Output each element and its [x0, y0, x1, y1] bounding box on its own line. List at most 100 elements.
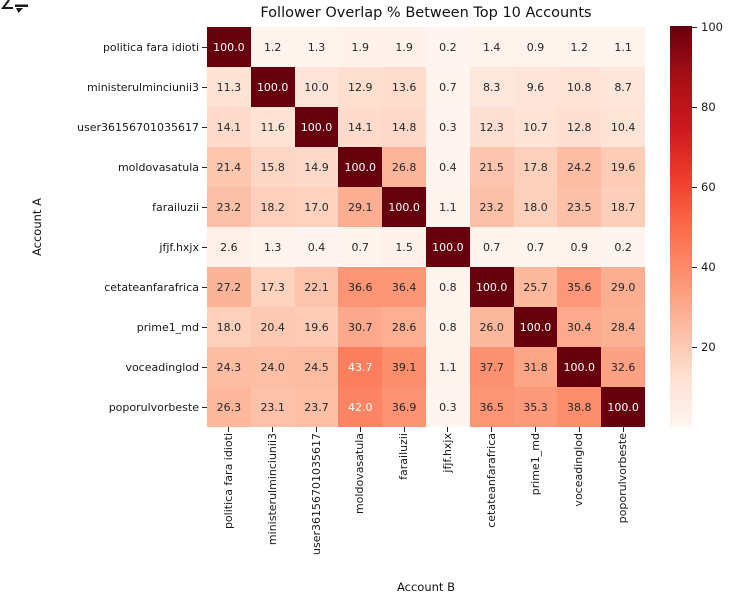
heatmap-cell: 100.0: [338, 147, 383, 187]
x-axis-label: Account B: [397, 580, 455, 594]
x-tick-label: user36156701035617: [309, 433, 323, 555]
heatmap-cell: 39.1: [382, 347, 426, 387]
x-tick-mark: [535, 427, 536, 432]
heatmap-cell: 1.1: [425, 187, 470, 227]
heatmap-cell: 0.7: [513, 227, 558, 267]
heatmap-cell: 26.0: [469, 307, 514, 347]
heatmap-cell: 17.0: [294, 187, 339, 227]
heatmap-grid: 100.0 1.2 1.3 1.9 1.9 0.2 1.4 0.9 1.2 1.1 11.3 100.…: [207, 27, 645, 427]
heatmap-cell: 36.9: [382, 387, 426, 427]
y-tick-mark: [202, 87, 207, 88]
heatmap-cell: 100.0: [382, 187, 426, 227]
heatmap-cell: 23.2: [469, 187, 514, 227]
heatmap-cell: 11.6: [250, 107, 295, 147]
heatmap-cell: 12.8: [557, 107, 602, 147]
heatmap-cell: 17.8: [513, 147, 558, 187]
heatmap-cell: 0.3: [425, 387, 470, 427]
heatmap-cell: 10.0: [294, 67, 339, 107]
heatmap-cell: 17.3: [250, 267, 295, 307]
heatmap-cell: 15.8: [250, 147, 295, 187]
heatmap-cell: 0.9: [557, 227, 602, 267]
heatmap-cell: 28.4: [601, 307, 645, 347]
heatmap-cell: 1.1: [425, 347, 470, 387]
y-tick-mark: [202, 247, 207, 248]
heatmap-cell: 12.9: [338, 67, 383, 107]
colorbar-tick-mark: [692, 267, 697, 268]
heatmap-cell: 24.2: [557, 147, 602, 187]
heatmap-cell: 9.6: [513, 67, 558, 107]
y-tick-label: jfjf.hxjx: [159, 240, 199, 254]
heatmap-cell: 1.3: [250, 227, 295, 267]
heatmap-cell: 23.5: [557, 187, 602, 227]
heatmap-cell: 100.0: [513, 307, 558, 347]
heatmap-cell: 0.8: [425, 307, 470, 347]
heatmap-cell: 1.9: [382, 27, 426, 67]
heatmap-cell: 1.4: [469, 27, 514, 67]
heatmap-cell: 32.6: [601, 347, 645, 387]
heatmap-cell: 1.1: [601, 27, 645, 67]
y-tick-label: ministerulminciunii3: [86, 80, 199, 94]
heatmap-cell: 14.9: [294, 147, 339, 187]
x-tick-label: farailuzii: [397, 433, 411, 480]
heatmap-cell: 21.5: [469, 147, 514, 187]
y-tick-label: cetateanfarafrica: [104, 280, 199, 294]
x-tick-mark: [403, 427, 405, 432]
heatmap-cell: 0.7: [425, 67, 470, 107]
y-tick-mark: [202, 127, 207, 128]
y-tick-label: farailuzii: [152, 200, 199, 214]
heatmap-cell: 29.1: [338, 187, 383, 227]
colorbar-tick-mark: [692, 27, 697, 28]
x-tick-mark: [272, 427, 274, 432]
x-tick-label: jfjf.hxjx: [440, 433, 454, 473]
heatmap-cell: 38.8: [557, 387, 602, 427]
x-tick-label: politica fara idioti: [221, 433, 235, 530]
colorbar-tick-mark: [692, 187, 697, 188]
heatmap-cell: 25.7: [513, 267, 558, 307]
heatmap-cell: 37.7: [469, 347, 514, 387]
heatmap-cell: 30.4: [557, 307, 602, 347]
heatmap-cell: 31.8: [513, 347, 558, 387]
y-tick-mark: [202, 47, 207, 48]
heatmap-cell: 0.9: [513, 27, 558, 67]
colorbar-tick-label: 80: [701, 100, 716, 114]
colorbar-tick-label: 100: [701, 20, 723, 34]
heatmap-cell: 18.0: [513, 187, 558, 227]
heatmap-cell: 21.4: [207, 147, 251, 187]
y-tick-mark: [202, 207, 207, 208]
heatmap-cell: 14.1: [338, 107, 383, 147]
heatmap-cell: 0.7: [338, 227, 383, 267]
heatmap-cell: 19.6: [601, 147, 645, 187]
y-tick-label: voceadinglod: [125, 360, 199, 374]
chart-title: Follower Overlap % Between Top 10 Accoun…: [260, 5, 592, 21]
heatmap-cell: 10.7: [513, 107, 558, 147]
x-tick-mark: [359, 427, 361, 432]
heatmap-cell: 24.5: [294, 347, 339, 387]
colorbar-gradient: [670, 26, 692, 427]
heatmap-cell: 10.4: [601, 107, 645, 147]
heatmap-cell: 26.3: [207, 387, 251, 427]
x-tick-mark: [622, 427, 624, 432]
heatmap-cell: 100.0: [557, 347, 602, 387]
heatmap-cell: 30.7: [338, 307, 383, 347]
heatmap-cell: 18.7: [601, 187, 645, 227]
x-tick-mark: [578, 427, 580, 432]
x-tick-label: cetateanfarafrica: [484, 433, 498, 528]
heatmap-cell: 100.0: [601, 387, 645, 427]
heatmap-cell: 27.2: [207, 267, 251, 307]
heatmap-cell: 42.0: [338, 387, 383, 427]
heatmap-cell: 12.3: [469, 107, 514, 147]
heatmap-cell: 10.8: [557, 67, 602, 107]
heatmap-cell: 36.4: [382, 267, 426, 307]
colorbar-tick-label: 40: [701, 260, 716, 274]
heatmap-cell: 1.9: [338, 27, 383, 67]
y-tick-label: user36156701035617: [77, 120, 199, 134]
heatmap-cell: 35.3: [513, 387, 558, 427]
heatmap-cell: 29.0: [601, 267, 645, 307]
heatmap-cell: 0.7: [469, 227, 514, 267]
heatmap-cell: 20.4: [250, 307, 295, 347]
heatmap-cell: 36.6: [338, 267, 383, 307]
heatmap-cell: 23.2: [207, 187, 251, 227]
x-tick-mark: [228, 427, 230, 432]
heatmap-cell: 100.0: [294, 107, 339, 147]
